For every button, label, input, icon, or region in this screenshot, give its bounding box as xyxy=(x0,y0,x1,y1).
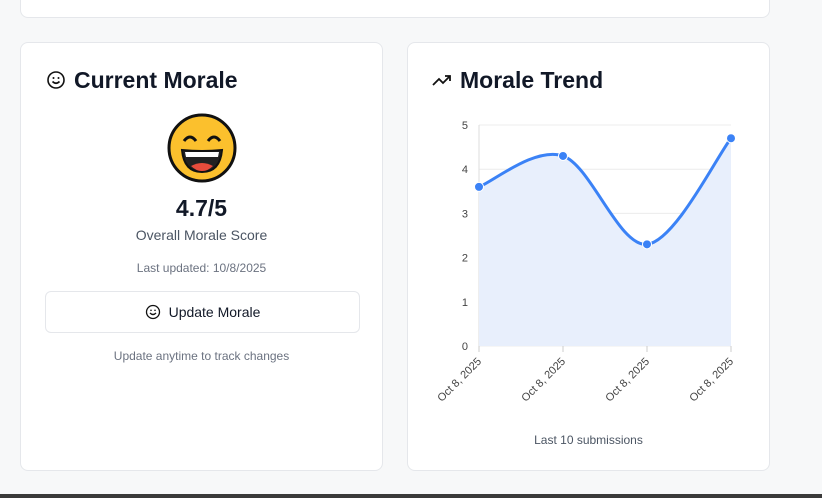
trend-card: Morale Trend 0 1 2 3 4 5 Oct 8, 2025 Oct 8, 202… xyxy=(407,42,770,471)
y-tick-label: 3 xyxy=(462,208,468,220)
chart: 0 1 2 3 4 5 Oct 8, 2025 Oct 8, 2025 Oct 8, 2025 O… xyxy=(435,120,736,405)
top-card xyxy=(20,0,770,18)
hint: Update anytime to track changes xyxy=(113,349,290,363)
x-tick-label: Oct 8, 2025 xyxy=(435,356,484,405)
chart-caption: Last 10 submissions xyxy=(534,433,643,447)
update-button[interactable]: Update Morale xyxy=(45,291,360,333)
x-tick-label: Oct 8, 2025 xyxy=(687,356,736,405)
button-label: Update Morale xyxy=(168,304,261,320)
y-tick-label: 1 xyxy=(462,297,468,309)
chart-title: Morale Trend xyxy=(460,67,604,93)
y-tick-label: 2 xyxy=(462,253,468,265)
point xyxy=(642,239,652,250)
line xyxy=(478,137,733,246)
smile-icon xyxy=(145,304,160,320)
smile-icon xyxy=(47,71,65,89)
score: 4.7/5 xyxy=(175,195,228,221)
x-tick-label: Oct 8, 2025 xyxy=(603,356,652,405)
score-caption: Overall Morale Score xyxy=(135,227,268,243)
emoji xyxy=(167,113,237,183)
point xyxy=(474,181,484,192)
morale-card: Current Morale 4.7/5 Overall Morale Scor… xyxy=(20,42,383,471)
card-title: Current Morale xyxy=(74,67,238,93)
last-updated: Last updated: 10/8/2025 xyxy=(136,261,267,275)
y-tick-label: 0 xyxy=(462,341,468,353)
y-tick-label: 5 xyxy=(462,120,468,132)
bottom-bar xyxy=(0,494,822,498)
trend-icon xyxy=(432,75,451,86)
area xyxy=(479,138,731,346)
point xyxy=(558,150,568,161)
point xyxy=(726,133,736,144)
x-tick-label: Oct 8, 2025 xyxy=(519,356,568,405)
y-tick-label: 4 xyxy=(462,164,468,176)
